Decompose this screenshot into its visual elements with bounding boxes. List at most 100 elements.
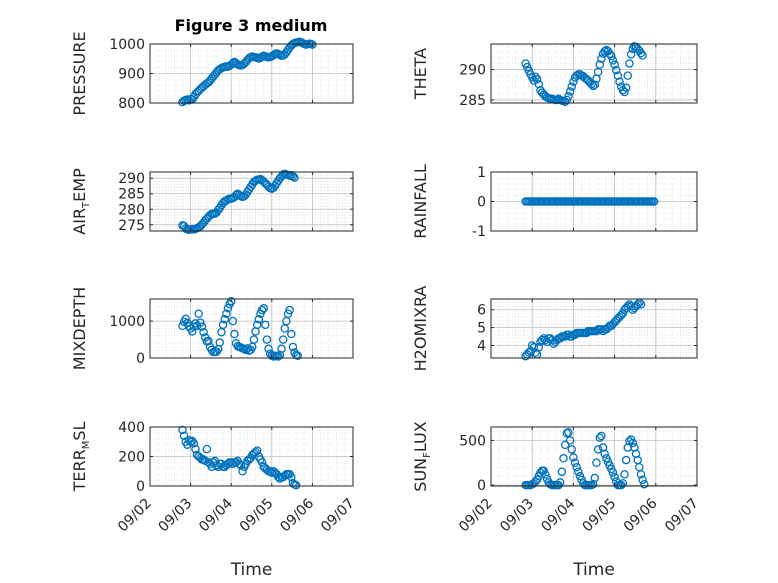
- data-point: [277, 344, 286, 354]
- data-point: [215, 338, 225, 347]
- data-point: [249, 335, 259, 344]
- data-point: [608, 468, 618, 477]
- y-tick-label: 0: [477, 195, 486, 211]
- y-axis-label-main: PRESSURE: [70, 31, 89, 115]
- data-point: [238, 466, 247, 476]
- y-tick-label: 290: [459, 63, 486, 79]
- data-point: [259, 303, 268, 313]
- y-tick-label: 285: [459, 93, 486, 109]
- data-point: [560, 440, 570, 450]
- data-point: [197, 322, 207, 331]
- y-tick-label: 280: [118, 202, 145, 218]
- y-tick-label: 1000: [109, 37, 145, 53]
- data-point: [228, 316, 238, 326]
- data-point: [187, 327, 197, 336]
- data-point: [564, 92, 573, 101]
- data-point: [572, 462, 581, 472]
- data-point: [569, 453, 578, 462]
- data-point: [202, 444, 212, 454]
- data-point: [290, 173, 299, 182]
- axes-box: [149, 298, 354, 359]
- data-point: [288, 342, 298, 352]
- data-point: [222, 309, 231, 318]
- data-point: [287, 329, 296, 339]
- y-axis-label: THETA: [411, 48, 430, 100]
- data-point: [595, 60, 605, 69]
- axes-box: [149, 171, 354, 232]
- data-point: [605, 49, 614, 58]
- subplot-pressure: 800 900 1000 PRESSURE: [70, 31, 354, 116]
- y-tick-label: 400: [118, 420, 145, 436]
- y-axis-label-main: RAINFALL: [411, 164, 430, 239]
- axes-box: [490, 426, 698, 487]
- data-point: [532, 75, 542, 84]
- y-axis-label-main: AIR: [70, 208, 89, 235]
- data-point: [625, 59, 634, 68]
- data-point: [541, 470, 550, 479]
- data-point: [529, 343, 539, 352]
- data-point: [226, 296, 236, 306]
- data-point: [204, 336, 213, 346]
- y-axis-label: AIRTEMP: [70, 168, 92, 235]
- y-tick-label: 6: [477, 303, 486, 319]
- data-point: [607, 51, 616, 61]
- data-point: [194, 309, 203, 318]
- y-axis-label: MIXDEPTH: [70, 287, 89, 370]
- data-point: [252, 446, 262, 455]
- y-axis-label-tail: EMP: [70, 168, 89, 202]
- data-point: [559, 454, 568, 463]
- data-point: [616, 480, 626, 490]
- y-tick-label: 275: [118, 218, 145, 234]
- data-point: [218, 320, 228, 330]
- data-point: [636, 470, 646, 479]
- data-point: [191, 444, 200, 454]
- data-point: [567, 82, 577, 91]
- data-point: [597, 431, 606, 441]
- data-point: [626, 50, 636, 59]
- data-point: [593, 445, 603, 454]
- y-axis-label-main: H2OMIXRA: [411, 286, 430, 372]
- data-point: [257, 305, 267, 315]
- data-point: [570, 458, 580, 468]
- y-tick-label: 500: [459, 433, 486, 449]
- data-point: [611, 65, 621, 75]
- y-tick-label: 285: [118, 187, 145, 203]
- data-point: [230, 329, 239, 339]
- data-point: [638, 475, 647, 484]
- data-point: [223, 303, 233, 313]
- y-axis-label: PRESSURE: [70, 31, 89, 115]
- data-point: [564, 428, 573, 437]
- y-axis-label: TERRMSL: [70, 422, 92, 493]
- data-point: [293, 351, 303, 361]
- axes-box: [490, 43, 698, 104]
- data-point: [620, 87, 629, 97]
- data-point: [590, 80, 600, 90]
- y-axis-label-tail: SL: [70, 422, 89, 441]
- y-axis-label-main: SUN: [411, 458, 430, 492]
- data-point: [567, 445, 577, 454]
- data-point: [613, 71, 623, 80]
- y-tick-label: 290: [118, 171, 145, 187]
- data-point: [636, 48, 646, 58]
- y-tick-label: 0: [136, 479, 145, 495]
- y-tick-label: 0: [477, 478, 486, 494]
- data-point: [588, 81, 598, 91]
- x-axis-label: Time: [230, 560, 273, 580]
- data-point: [592, 458, 601, 468]
- y-axis-label: SUNFLUX: [411, 421, 433, 491]
- y-axis-label: RAINFALL: [411, 164, 430, 239]
- data-point: [274, 352, 283, 361]
- data-point: [565, 436, 575, 445]
- data-point: [600, 449, 609, 459]
- data-point: [287, 472, 296, 482]
- data-point: [565, 87, 575, 96]
- data-point: [636, 300, 646, 309]
- y-axis-label-tail: LUX: [411, 421, 430, 452]
- data-point: [621, 455, 631, 465]
- data-point: [308, 40, 317, 49]
- data-point: [181, 314, 190, 324]
- data-point: [254, 315, 264, 324]
- data-point: [199, 327, 208, 337]
